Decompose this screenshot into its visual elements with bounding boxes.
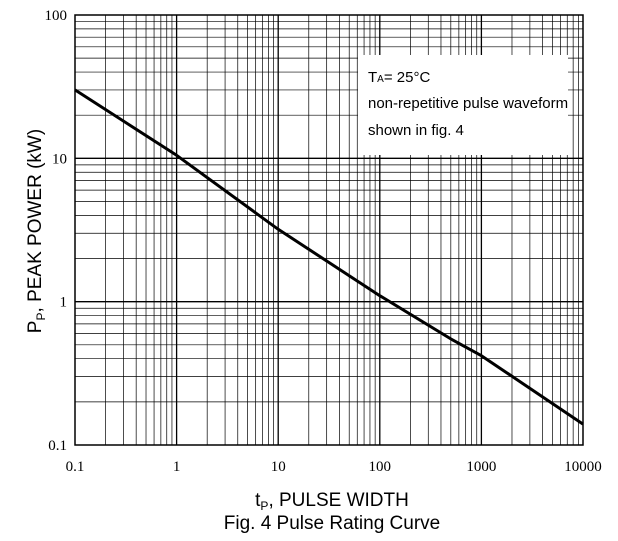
annotation-line-3: shown in fig. 4 bbox=[368, 122, 464, 139]
y-axis-title: PP, PEAK POWER (kW) bbox=[25, 129, 48, 333]
y-axis-title-sub: P bbox=[34, 312, 48, 320]
x-tick-label: 100 bbox=[369, 459, 392, 475]
y-tick-label: 100 bbox=[45, 8, 68, 24]
x-tick-label: 10000 bbox=[564, 459, 602, 475]
x-tick-labels: 0.1 1 10 100 1000 10000 bbox=[66, 459, 602, 475]
x-tick-label: 0.1 bbox=[66, 459, 85, 475]
y-axis-title-p: P bbox=[25, 321, 46, 334]
y-axis-title-rest: , PEAK POWER (kW) bbox=[25, 129, 46, 313]
x-axis-title: tP, PULSE WIDTH bbox=[255, 490, 409, 513]
annotation-box: TA= 25°C non-repetitive pulse waveform s… bbox=[358, 55, 568, 155]
annotation-line-2: non-repetitive pulse waveform bbox=[368, 95, 568, 112]
x-tick-label: 1000 bbox=[466, 459, 496, 475]
y-tick-labels: 0.1 1 10 100 bbox=[45, 8, 68, 454]
y-tick-label: 10 bbox=[52, 151, 67, 167]
figure-caption: Fig. 4 Pulse Rating Curve bbox=[224, 513, 441, 534]
annotation-temp: = 25°C bbox=[384, 69, 431, 86]
x-axis-title-sub: P bbox=[260, 499, 268, 513]
x-tick-label: 1 bbox=[173, 459, 181, 475]
x-axis-title-rest: , PULSE WIDTH bbox=[268, 490, 408, 511]
annotation-t: T bbox=[368, 69, 377, 86]
x-tick-label: 10 bbox=[271, 459, 286, 475]
y-tick-label: 1 bbox=[60, 295, 68, 311]
y-tick-label: 0.1 bbox=[48, 438, 67, 454]
